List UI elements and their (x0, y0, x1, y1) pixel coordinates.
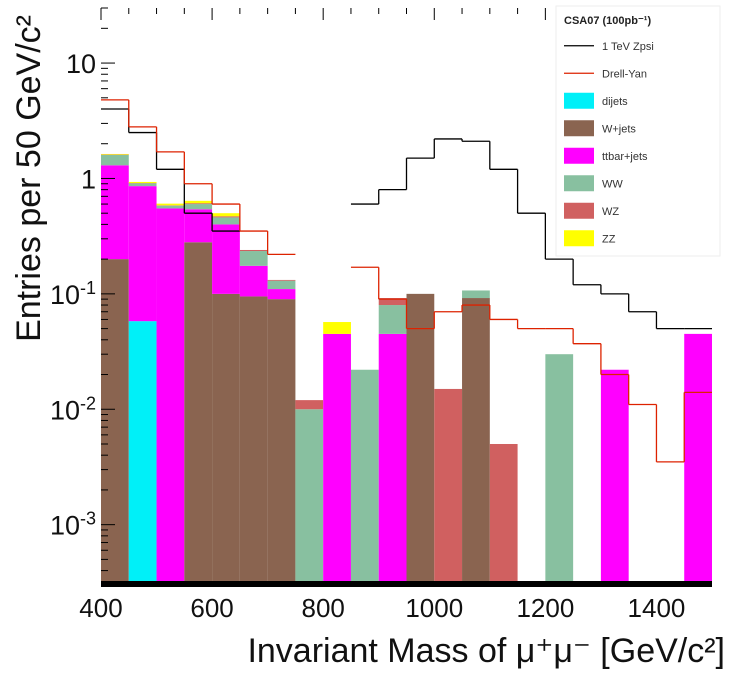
bar-ttbar-jets (156, 208, 185, 585)
bar-wz (489, 443, 518, 585)
bar-ttbar-jets (378, 333, 407, 585)
bar-ww (184, 204, 213, 210)
y-tick-label: 1 (81, 164, 96, 194)
lines-layer (101, 99, 712, 463)
bar-w-jets (212, 293, 240, 585)
x-tick-label: 1200 (516, 593, 574, 623)
x-tick-label: 1000 (405, 593, 463, 623)
bar-ttbar-jets (101, 165, 129, 260)
legend-label-ww: WW (602, 178, 623, 190)
legend: CSA07 (100pb⁻¹) 1 TeV Zpsi Drell-Yan dijets… (555, 5, 721, 257)
legend-marker-ttbar-jets (564, 147, 594, 164)
bar-zz (156, 203, 185, 206)
bar-zz (323, 322, 351, 334)
legend-marker-zz (564, 230, 594, 247)
bar-wz (267, 279, 296, 281)
bar-ww (239, 251, 268, 266)
bar-wz (212, 216, 240, 218)
bars-layer (101, 153, 712, 587)
bar-ttbar-jets (323, 333, 351, 585)
legend-title: CSA07 (100pb⁻¹) (564, 15, 651, 27)
bar-wz (434, 388, 463, 585)
bar-zz (101, 153, 129, 155)
bar-ww (350, 369, 379, 585)
legend-label-drell-yan: Drell-Yan (602, 68, 647, 80)
legend-marker-ww (564, 175, 594, 192)
bar-dijets (128, 321, 157, 585)
x-tick-label: 600 (190, 593, 233, 623)
bar-ww (545, 354, 574, 585)
bar-w-jets (101, 259, 129, 585)
bar-w-jets (406, 293, 435, 585)
bar-ww (128, 183, 157, 187)
y-tick-label: 10-3 (50, 509, 96, 541)
bar-wz (378, 298, 407, 306)
legend-label-ttbar-jets: ttbar+jets (602, 151, 648, 163)
bar-ttbar-jets (212, 224, 240, 294)
bar-ww (101, 154, 129, 166)
y-tick-label: 10-2 (50, 393, 96, 425)
legend-label-1-tev-zpsi: 1 TeV Zpsi (602, 41, 654, 53)
bar-ww (267, 280, 296, 290)
y-tick-label: 10-1 (50, 278, 96, 310)
bar-zz (184, 200, 213, 204)
bar-ttbar-jets (267, 289, 296, 300)
bar-wz (295, 400, 324, 410)
bar-ttbar-jets (128, 186, 157, 322)
legend-marker-w-jets (564, 120, 594, 137)
bar-ttbar-jets (684, 333, 712, 585)
x-tick-label: 800 (301, 593, 344, 623)
bar-zz (212, 213, 240, 217)
bar-ww (212, 217, 240, 225)
x-tick-label: 1400 (628, 593, 686, 623)
bar-wz (239, 249, 268, 252)
x-tick-label: 400 (79, 593, 122, 623)
legend-label-zz: ZZ (602, 233, 616, 245)
y-tick-label: 10 (66, 49, 96, 79)
bar-ww (378, 305, 407, 334)
bar-ww (156, 205, 185, 209)
bar-w-jets (462, 298, 490, 585)
bar-ww (295, 409, 324, 585)
bar-ttbar-jets (184, 209, 213, 243)
bar-ttbar-jets (239, 265, 268, 297)
legend-label-dijets: dijets (602, 96, 628, 108)
axes-layer: 400 600 800 1000 1200 1400 10-3 10-2 10-1 1 10 (50, 7, 713, 623)
bar-zz (128, 181, 157, 184)
bar-wz (184, 203, 213, 205)
y-axis-label: Entries per 50 GeV/c² (10, 15, 48, 342)
bar-ttbar-jets (600, 369, 629, 585)
bar-ww (462, 290, 490, 299)
x-axis-label: Invariant Mass of μ⁺μ⁻ [GeV/c²] (247, 632, 725, 670)
baseline-band (101, 581, 712, 587)
legend-label-wz: WZ (602, 206, 619, 218)
legend-marker-wz (564, 202, 594, 219)
bar-w-jets (239, 296, 268, 585)
bar-w-jets (184, 242, 213, 585)
bar-w-jets (267, 299, 296, 585)
legend-marker-dijets (564, 92, 594, 109)
legend-label-w-jets: W+jets (602, 123, 636, 135)
